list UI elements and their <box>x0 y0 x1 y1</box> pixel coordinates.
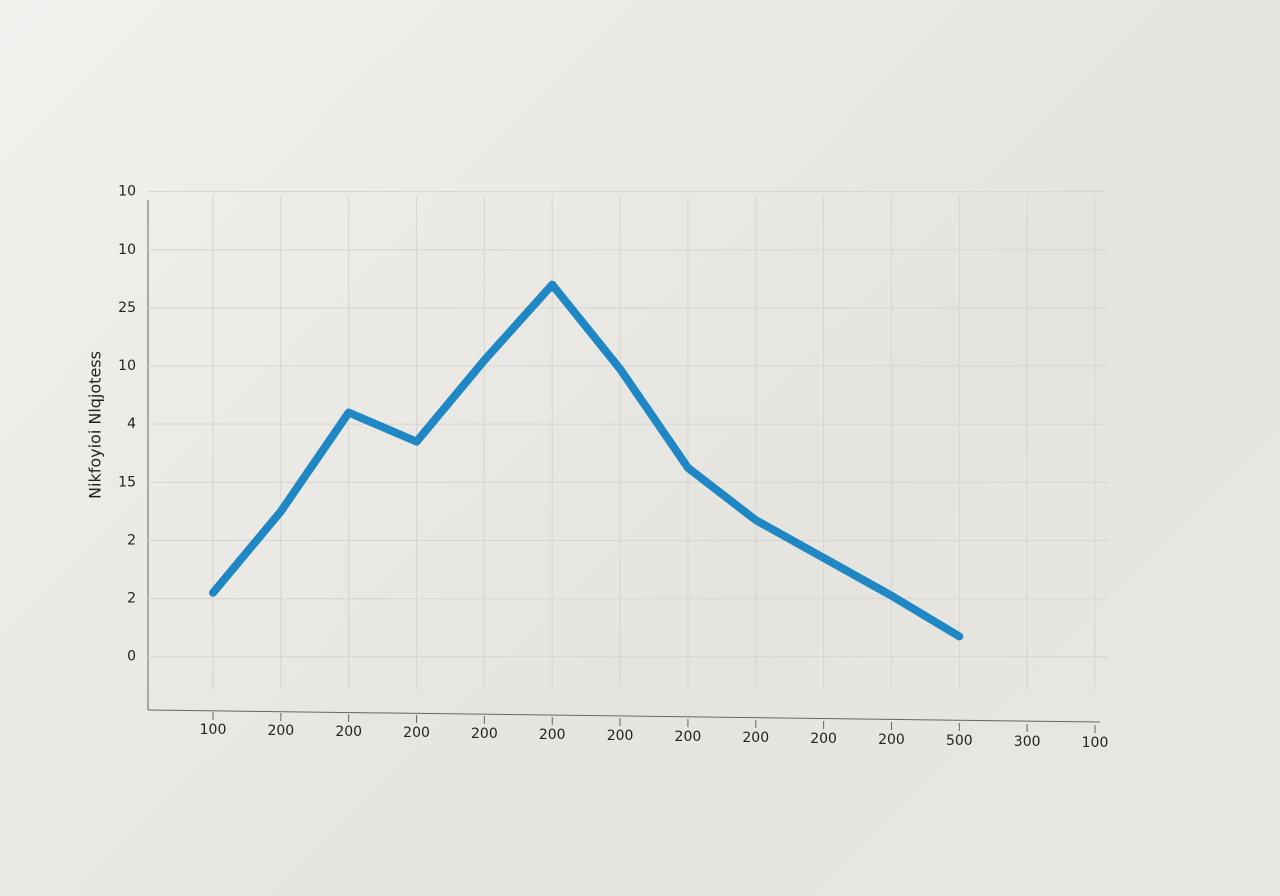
y-tick-label: 4 <box>127 416 136 432</box>
y-tick-label: 10 <box>118 358 136 374</box>
x-tick-label: 200 <box>335 724 362 740</box>
x-tick-label: 500 <box>946 733 973 749</box>
y-tick-label: 2 <box>127 591 136 607</box>
x-tick-label: 200 <box>471 726 498 742</box>
x-tick-label: 200 <box>742 730 769 746</box>
y-tick-label: 15 <box>118 474 136 490</box>
x-tick-label: 200 <box>810 731 837 747</box>
y-tick-label: 2 <box>127 532 136 548</box>
y-tick-label: 10 <box>118 184 136 200</box>
x-tick-label: 200 <box>267 723 294 739</box>
y-axis-label: Nikfoyioi Nlqjotess <box>86 351 105 499</box>
x-tick-label: 200 <box>675 729 702 745</box>
y-tick-label: 0 <box>127 649 136 665</box>
x-tick-label: 100 <box>200 722 227 738</box>
x-tick-label: 300 <box>1014 734 1041 750</box>
x-tick-label: 200 <box>607 728 634 744</box>
x-tick-label: 100 <box>1082 735 1109 751</box>
y-tick-label: 10 <box>118 242 136 258</box>
line-series <box>209 280 964 641</box>
y-tick-label: 25 <box>118 300 136 316</box>
x-tick-label: 200 <box>878 732 905 748</box>
x-tick-label: 200 <box>403 725 430 741</box>
x-tick-label: 200 <box>539 727 566 743</box>
x-axis <box>147 709 1101 723</box>
